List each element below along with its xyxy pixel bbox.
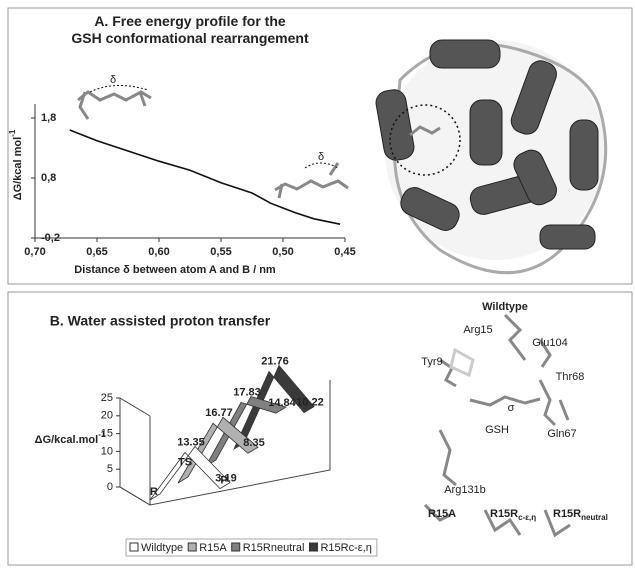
legend-label: R15Rneutral (243, 542, 305, 554)
annotation: δ (110, 74, 116, 86)
structure-title: Wildtype (482, 301, 528, 313)
data-label: 16.77 (205, 407, 233, 419)
y-tick-label: 1,8 (41, 112, 56, 124)
variant-name: R15A (428, 508, 456, 520)
residue-label: σ (508, 402, 515, 414)
residue-label: Thr68 (556, 371, 585, 383)
data-label: 17.83 (233, 386, 261, 398)
box-wall (119, 397, 151, 506)
distance-line (89, 85, 149, 93)
ribbon (149, 445, 231, 501)
ribbon (204, 396, 287, 468)
legend-label: Wildtype (141, 542, 183, 554)
variant-name: R15R (490, 508, 518, 520)
legend-swatch (129, 542, 139, 552)
residue-label: GSH (485, 424, 509, 436)
legend-frame (125, 538, 378, 557)
chart-title-line: GSH conformational rearrangement (71, 30, 309, 46)
chart-title: B. Water assisted proton transfer (50, 313, 271, 329)
variant-name: R15R (553, 508, 581, 520)
data-label: 10.22 (296, 397, 324, 409)
structure-image (423, 313, 571, 538)
y-tick-label: 25 (101, 392, 113, 404)
y-tick-label: 5 (107, 463, 113, 475)
variant-sub: c-ε,η (518, 513, 536, 522)
y-tick-label: -0,2 (41, 232, 60, 244)
ribbon (177, 416, 259, 484)
x-tick-label: 0,60 (148, 246, 169, 258)
category-label: TS (178, 456, 192, 468)
data-label: 8.35 (243, 437, 264, 449)
axis-label-text: ΔG/kcal mol (12, 137, 24, 201)
legend-swatch (308, 542, 318, 552)
y-tick-label: 10 (101, 445, 113, 457)
protein-image (375, 39, 608, 275)
y-tick-label: 15 (101, 428, 113, 440)
residue-label: Tyr9 (421, 356, 442, 368)
data-label: 3.19 (215, 473, 236, 485)
residue-label: Arg15 (463, 324, 492, 336)
axis-label: ΔG/kcal.mol-1 (35, 430, 106, 446)
x-tick-label: 0,70 (24, 246, 45, 258)
axis-label-sup: -1 (8, 129, 17, 137)
line-series (69, 129, 341, 225)
x-tick-label: 0,45 (334, 246, 355, 258)
panel-a-frame (7, 7, 633, 285)
y-tick-label: 0,8 (41, 172, 56, 184)
residue-label: Gln67 (547, 428, 576, 440)
variant-label: R15A (428, 508, 456, 520)
y-tick-label: 20 (101, 410, 113, 422)
variant-label: R15Rneutral (553, 508, 608, 522)
category-label: P (220, 475, 227, 487)
axis-label-text: ΔG/kcal.mol (35, 434, 99, 446)
variant-sub: neutral (581, 513, 608, 522)
axis-label: ΔG/kcal mol-1 (8, 129, 24, 200)
molecule-inset (77, 90, 152, 120)
legend-swatch (231, 542, 241, 552)
molecule-inset (274, 162, 349, 199)
data-label: 13.35 (177, 436, 205, 448)
axis-label-sup: -1 (98, 430, 106, 439)
panel-b-frame (7, 291, 633, 566)
x-tick-label: 0,50 (272, 246, 293, 258)
x-axis-title: Distance δ between atom A and B / nm (74, 264, 276, 276)
annotation: δ (318, 151, 324, 163)
residue-label: Glu104 (532, 337, 567, 349)
legend-label: R15Rc-ε,η (320, 542, 371, 554)
data-label: 14.84 (268, 397, 296, 409)
x-tick-label: 0,55 (210, 246, 231, 258)
data-label: 21.76 (261, 355, 289, 367)
category-label: R (150, 486, 158, 498)
chart-title: A. Free energy profile for the GSH confor… (71, 13, 309, 46)
legend-label: R15A (199, 542, 227, 554)
chart-title-line: A. Free energy profile for the (94, 13, 286, 29)
legend-swatch (187, 542, 197, 552)
distance-line (304, 162, 339, 169)
x-tick-label: 0,65 (86, 246, 107, 258)
y-tick-label: 0 (107, 481, 113, 493)
residue-label: Arg131b (444, 484, 486, 496)
variant-label: R15Rc-ε,η (490, 508, 536, 522)
